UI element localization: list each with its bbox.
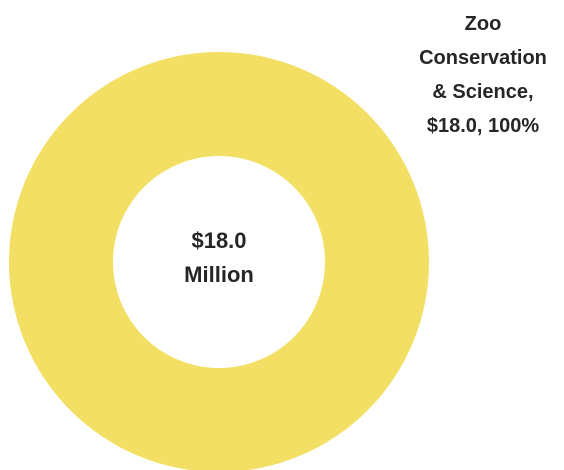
center-label-amount: $18.0 [191,228,246,253]
data-label-line-3: & Science, [432,81,533,103]
data-label-line-1: Zoo [465,13,502,35]
data-labels: Zoo Conservation & Science, $18.0, 100% [419,13,547,137]
center-label-unit: Million [184,262,254,287]
data-label-line-2: Conservation [419,47,547,69]
donut-slice-0 [9,52,429,470]
donut-slices [9,52,429,470]
data-label-line-4: $18.0, 100% [427,115,540,137]
